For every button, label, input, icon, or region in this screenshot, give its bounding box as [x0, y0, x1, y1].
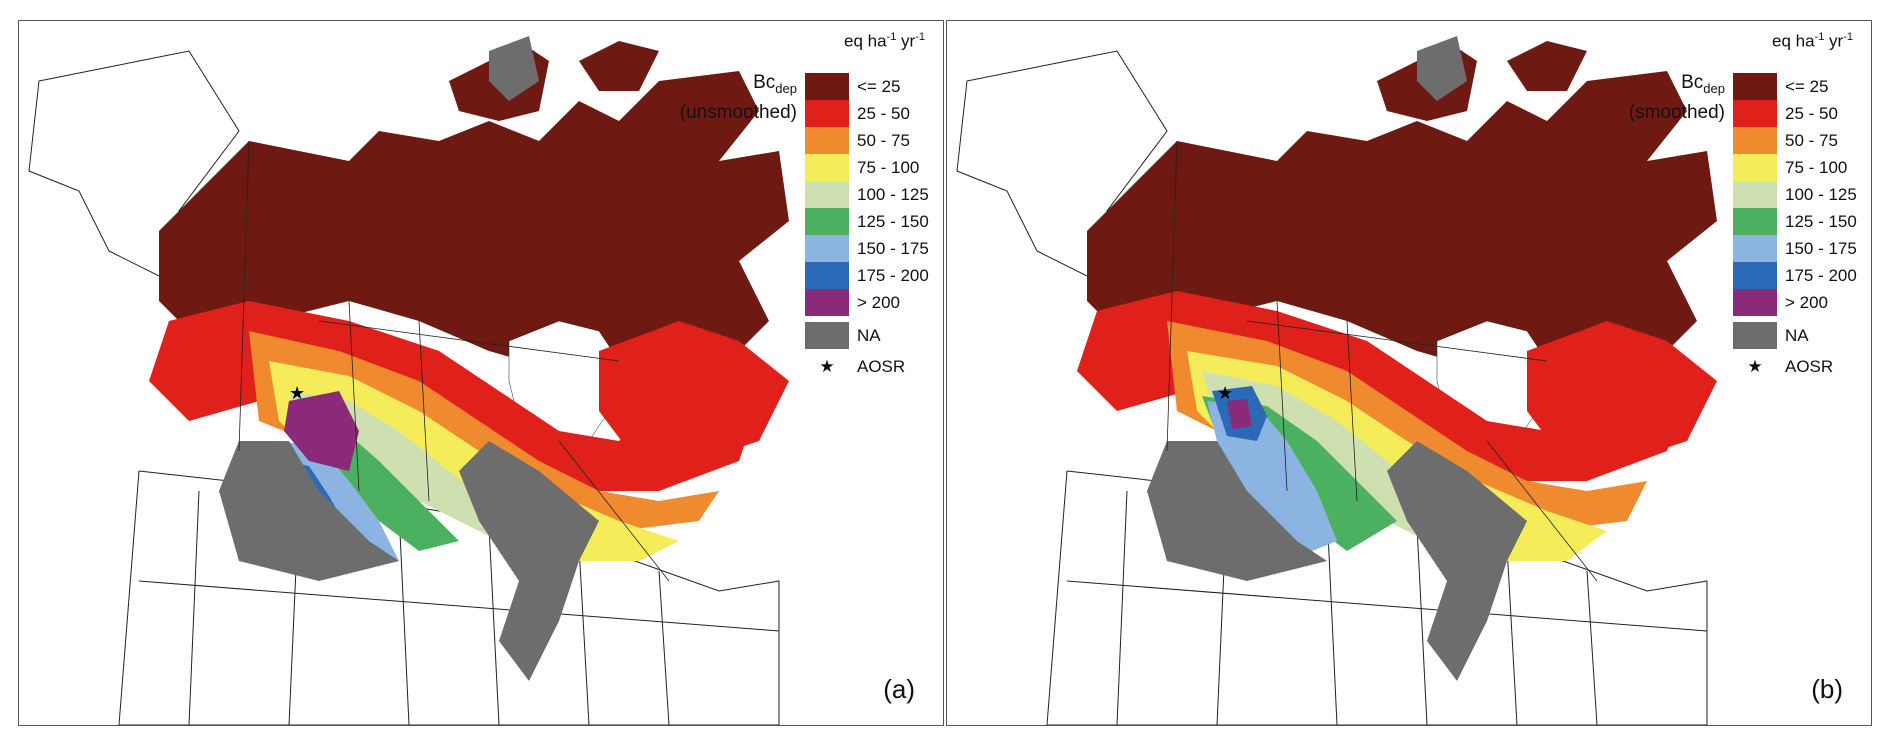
aosr-marker: ★ [1217, 383, 1233, 404]
legend-row: <= 25 [1733, 73, 1857, 100]
legend-row: 125 - 150 [805, 208, 929, 235]
legend-swatch [805, 235, 849, 262]
legend-items: <= 25 25 - 50 50 - 75 75 - 100 100 - 125… [1733, 73, 1857, 381]
legend-swatch [1733, 100, 1777, 127]
legend-row: 25 - 50 [1733, 100, 1857, 127]
legend-swatch [1733, 154, 1777, 181]
legend-swatch [1733, 127, 1777, 154]
legend-row: 100 - 125 [1733, 181, 1857, 208]
province-borders [238, 140, 670, 582]
legend-row: > 200 [805, 289, 929, 316]
star-icon: ★ [819, 357, 835, 376]
deposition-map-smoothed: ★ [956, 36, 1717, 725]
legend-swatch [1733, 181, 1777, 208]
legend-row: 175 - 200 [1733, 262, 1857, 289]
legend-swatch-na [805, 322, 849, 349]
deposition-map-unsmoothed: ★ [28, 36, 789, 725]
legend-swatch [805, 100, 849, 127]
canada-arctic-region [159, 71, 789, 381]
legend-row: 175 - 200 [805, 262, 929, 289]
legend-row: 150 - 175 [1733, 235, 1857, 262]
legend-row-aosr: ★ AOSR [1733, 353, 1857, 381]
legend-swatch [1733, 235, 1777, 262]
legend-swatch [1733, 289, 1777, 316]
legend-title: Bcdep (unsmoothed) [679, 72, 797, 123]
legend-row: > 200 [1733, 289, 1857, 316]
legend-row: 75 - 100 [805, 154, 929, 181]
legend-swatch [805, 262, 849, 289]
legend-swatch-na [1733, 322, 1777, 349]
panel-label: (b) [1811, 674, 1843, 704]
band-over-200 [284, 391, 359, 471]
legend-swatch [1733, 262, 1777, 289]
band-50-75 [249, 331, 719, 531]
legend-row-na: NA [1733, 322, 1857, 349]
aosr-marker: ★ [289, 383, 305, 404]
legend-swatch [1733, 73, 1777, 100]
legend-items: <= 25 25 - 50 50 - 75 75 - 100 100 - 125… [805, 73, 929, 381]
nw-na-region [1417, 36, 1467, 101]
map-panel-unsmoothed: ★ eq ha-1 yr-1 Bcdep (unsmoothed) <= 25 … [18, 20, 944, 726]
map-panel-smoothed: ★ eq ha-1 yr-1 Bcdep (smoothed) <= 25 25… [946, 20, 1872, 726]
star-icon: ★ [1747, 357, 1763, 376]
legend-row: 125 - 150 [1733, 208, 1857, 235]
us-state-borders [138, 490, 780, 725]
legend: eq ha-1 yr-1 Bcdep (unsmoothed) <= 25 25… [655, 31, 929, 381]
legend-swatch [805, 208, 849, 235]
legend-units: eq ha-1 yr-1 [844, 31, 925, 51]
band-over-200 [1227, 399, 1252, 429]
panel-label: (a) [883, 674, 915, 704]
legend-row-na: NA [805, 322, 929, 349]
east-25-50 [1527, 321, 1717, 461]
legend-row: 100 - 125 [805, 181, 929, 208]
arctic-islands [1377, 41, 1587, 121]
band-150-175 [1207, 401, 1337, 561]
legend-swatch [805, 181, 849, 208]
canada-arctic-region [1087, 71, 1717, 381]
legend-row: <= 25 [805, 73, 929, 100]
province-borders [1166, 140, 1598, 582]
na-prairies [1147, 441, 1327, 581]
east-25-50 [599, 321, 789, 461]
legend-row: 150 - 175 [805, 235, 929, 262]
us-state-borders [1066, 490, 1708, 725]
na-ontario [1387, 441, 1527, 681]
arctic-islands [449, 41, 659, 121]
legend-swatch [805, 127, 849, 154]
legend: eq ha-1 yr-1 Bcdep (smoothed) <= 25 25 -… [1583, 31, 1857, 381]
na-ontario [459, 441, 599, 681]
legend-title: Bcdep (smoothed) [1628, 72, 1725, 123]
legend-swatch [805, 73, 849, 100]
na-prairies [219, 441, 399, 581]
nw-na-region [489, 36, 539, 101]
legend-row: 75 - 100 [1733, 154, 1857, 181]
legend-units: eq ha-1 yr-1 [1772, 31, 1853, 51]
legend-row: 50 - 75 [1733, 127, 1857, 154]
legend-row: 50 - 75 [805, 127, 929, 154]
legend-row: 25 - 50 [805, 100, 929, 127]
legend-swatch [805, 154, 849, 181]
legend-row-aosr: ★ AOSR [805, 353, 929, 381]
legend-swatch [1733, 208, 1777, 235]
legend-swatch [805, 289, 849, 316]
